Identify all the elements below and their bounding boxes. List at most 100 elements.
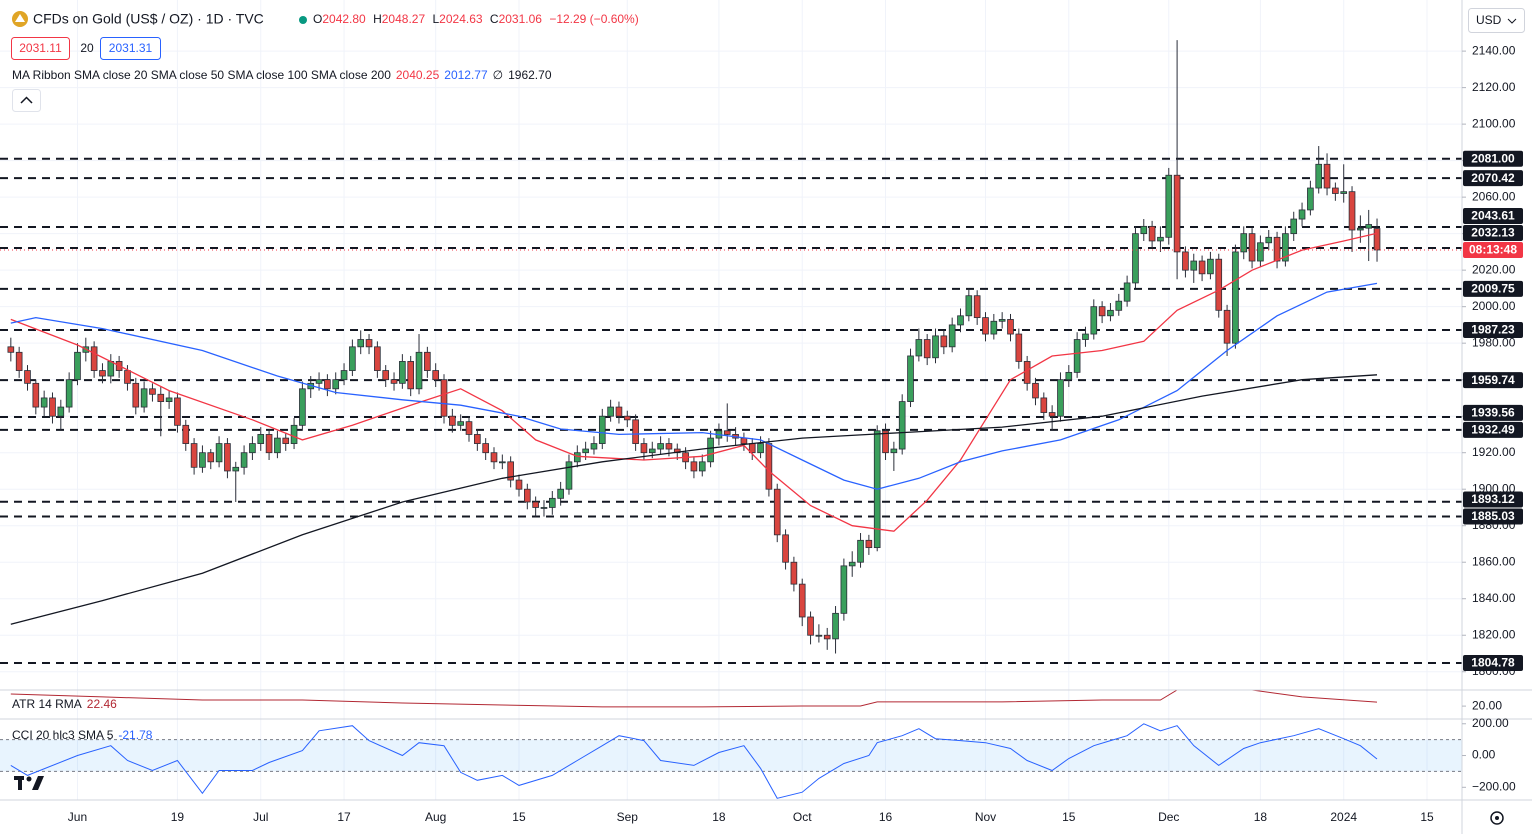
logo-part (26, 776, 32, 782)
candle-body (773, 488, 781, 536)
candle-body (1257, 242, 1264, 262)
candle-body (1132, 233, 1139, 284)
candle-body (482, 443, 489, 454)
candle-body (565, 461, 573, 490)
candle-body (1198, 260, 1206, 275)
candle-body (1248, 233, 1256, 262)
candle-body (215, 443, 223, 463)
collapse-button[interactable] (12, 89, 41, 112)
candle-body (1065, 371, 1073, 381)
candle-body (132, 382, 140, 408)
settings-icon (1495, 816, 1499, 820)
candle-body (415, 351, 423, 390)
price-scale: Jun 19 Jul 17 Aug 15 Sep 18 Oct 16 Nov 15 Dec 18 2024 1… (68, 43, 1523, 824)
candle-body (1240, 233, 1248, 253)
candle-body (740, 437, 748, 444)
currency-button[interactable] (1468, 8, 1525, 33)
candle-body (915, 339, 923, 357)
candle-body (832, 612, 839, 640)
y-tick-label: 1920.00 (1472, 445, 1516, 459)
candle-body (1365, 224, 1373, 229)
ohlc-readout: O2042.80 H2048.27 L2024.63 C2031.06 −12.… (313, 12, 639, 26)
level-label: 1932.49 (1471, 423, 1515, 437)
candle-body (1040, 397, 1048, 413)
atr-pane (10, 690, 1378, 708)
candle-body (707, 437, 714, 463)
sell-price[interactable]: 2031.11 (19, 41, 62, 55)
candle-body (573, 452, 581, 463)
candle-body (140, 388, 148, 408)
candle-body (32, 382, 40, 408)
candle-body (374, 346, 381, 371)
x-tick-label: Nov (975, 810, 996, 824)
candle-body (648, 448, 656, 454)
candle-body (365, 339, 373, 348)
level-label-box (1463, 170, 1523, 187)
candle-body (890, 448, 898, 454)
candle-body (1165, 174, 1173, 238)
readout-value: 2042.80 (322, 12, 366, 26)
indicator-value: 1962.70 (508, 68, 552, 82)
level-label-box (1463, 421, 1523, 438)
moving-average (10, 374, 1378, 625)
candle-body (807, 616, 814, 636)
candle-body (1157, 236, 1164, 242)
level-label: 1885.03 (1471, 509, 1515, 523)
indicator-legend[interactable]: MA Ribbon SMA close 20 SMA close 50 SMA … (12, 68, 552, 82)
candle-body (898, 401, 906, 450)
candle-body (124, 370, 131, 384)
level-label-box (1463, 321, 1523, 338)
candle-body (590, 443, 598, 450)
candle-body (840, 565, 848, 614)
candle-body (224, 443, 231, 472)
candle-body (1215, 258, 1223, 311)
indicator-value: 2040.25 (396, 68, 440, 82)
readout-label: H (373, 12, 382, 26)
candle-body (998, 319, 1006, 322)
readout-label: O (313, 12, 322, 26)
candle-body (465, 421, 473, 435)
level-label: 1939.56 (1471, 406, 1515, 420)
candle-body (598, 415, 606, 444)
spread: 20 (80, 41, 94, 55)
symbol-title[interactable]: CFDs on Gold (US$ / OZ) · 1D · TVC (33, 11, 264, 27)
x-tick-label: Jun (68, 810, 87, 824)
candle-body (15, 351, 23, 371)
tradingview-logo (14, 776, 44, 790)
candle-body (823, 634, 831, 640)
candle-body (965, 295, 973, 317)
y-tick-label: 1860.00 (1472, 554, 1516, 568)
pane-legend-title: ATR 14 RMA (12, 697, 82, 711)
buy-button[interactable] (100, 37, 161, 60)
readout-label: L (432, 12, 439, 26)
x-tick-label: 19 (171, 810, 185, 824)
candle-body (432, 370, 439, 381)
y-tick-label: 1980.00 (1472, 335, 1516, 349)
settings-button[interactable] (1490, 811, 1504, 825)
sell-button[interactable] (11, 37, 70, 60)
candle-body (174, 397, 181, 426)
candle-body (1057, 379, 1064, 417)
readout-value: 2031.06 (499, 12, 543, 26)
candle-body (723, 430, 731, 435)
pane-legend: CCI 20 hlc3 SMA 5 -21.78 (12, 728, 153, 742)
currency-label[interactable]: USD (1476, 13, 1502, 27)
candle-body (1357, 227, 1364, 231)
x-tick-label: 2024 (1330, 810, 1357, 824)
candle-body (282, 437, 290, 444)
level-label-box (1463, 491, 1523, 508)
candle-body (865, 539, 873, 549)
market-status[interactable] (299, 16, 307, 24)
y-tick-label: 2060.00 (1472, 189, 1516, 203)
candle-body (449, 415, 456, 426)
level-label-box (1463, 207, 1523, 224)
candle-body (40, 397, 48, 408)
candle-body (1090, 306, 1098, 335)
candle-body (157, 393, 165, 402)
grid (0, 0, 1462, 800)
candle-body (232, 466, 240, 472)
candle-body (540, 507, 548, 509)
buy-price[interactable]: 2031.31 (109, 41, 153, 55)
